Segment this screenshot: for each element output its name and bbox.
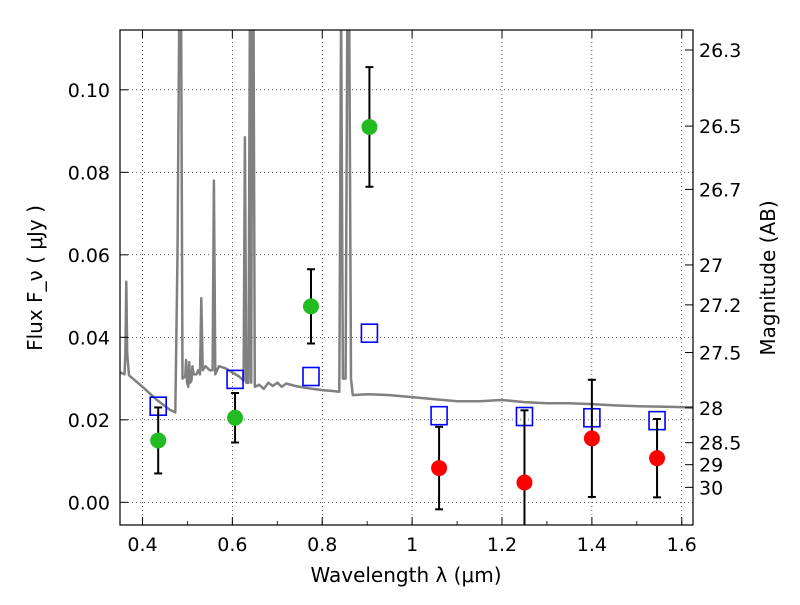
- model-square-point: [430, 405, 448, 426]
- y-tick-label: 0.10: [68, 80, 110, 102]
- y-tick-label: 0.02: [68, 410, 110, 432]
- right-tick-label: 29: [699, 455, 723, 477]
- x-axis-title: Wavelength λ (μm): [310, 563, 501, 587]
- right-tick-label: 26.5: [699, 116, 741, 138]
- photometry-point: [516, 474, 533, 491]
- photometry-point: [649, 450, 666, 467]
- x-tick-label: 1.4: [577, 534, 607, 556]
- x-tick-label: 0.4: [127, 534, 157, 556]
- photometry-point: [361, 118, 378, 135]
- x-tick-label: 1.6: [667, 534, 697, 556]
- model-spectrum-line: [120, 30, 693, 414]
- y-tick-label: 0.06: [68, 245, 110, 267]
- x-tick-label: 0.8: [307, 534, 337, 556]
- plot-frame: [119, 29, 694, 526]
- right-tick-label: 28: [699, 398, 723, 420]
- y-tick-label: 0.08: [68, 162, 110, 184]
- model-square-point: [302, 366, 320, 387]
- right-tick-label: 27.2: [699, 295, 741, 317]
- right-tick-label: 26.3: [699, 40, 741, 62]
- photometry-point: [583, 430, 600, 447]
- model-square-point: [360, 323, 379, 343]
- photometry-point: [227, 409, 244, 426]
- y-tick-label: 0.00: [68, 492, 110, 514]
- model-square-point: [226, 369, 244, 390]
- x-tick-label: 1.2: [487, 534, 517, 556]
- right-tick-label: 28.5: [699, 433, 741, 455]
- x-tick-label: 0.6: [217, 534, 247, 556]
- photometry-point: [303, 298, 319, 315]
- right-tick-label: 27: [699, 255, 723, 277]
- photometry-point: [150, 432, 167, 449]
- right-tick-label: 27.5: [699, 343, 741, 365]
- photometry-point: [431, 460, 448, 477]
- right-tick-label: 30: [699, 477, 723, 499]
- y-tick-label: 0.04: [68, 327, 110, 349]
- right-tick-label: 26.7: [699, 179, 741, 201]
- y-axis-right-title: Magnitude (AB): [756, 200, 780, 355]
- x-tick-label: 1: [406, 534, 418, 556]
- y-axis-title: Flux F_ν ( μJy ): [23, 205, 47, 351]
